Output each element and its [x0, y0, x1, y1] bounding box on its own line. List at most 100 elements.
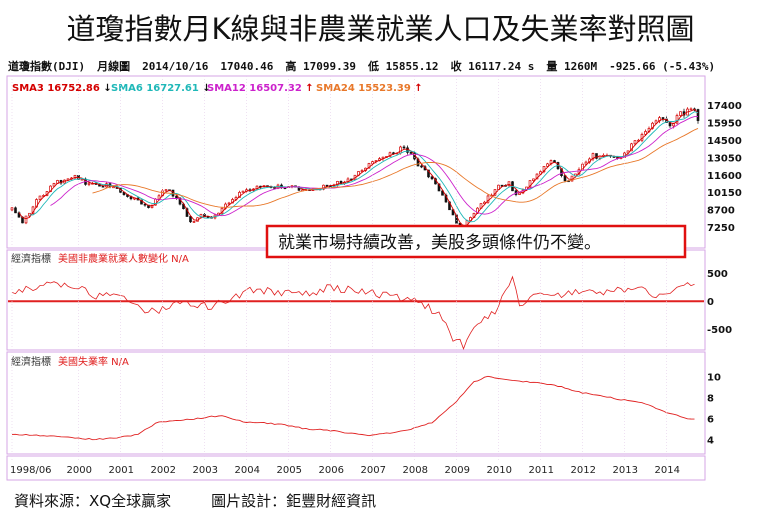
price-y-tick: 15950	[707, 119, 742, 130]
candle	[399, 146, 402, 154]
sma12-line	[50, 116, 698, 217]
x-axis-strip	[6, 455, 706, 481]
candle	[24, 215, 28, 224]
candle	[430, 176, 434, 180]
candle	[591, 153, 595, 160]
sma24-legend: SMA24 15523.39 ↑	[316, 83, 423, 94]
payrolls-series-label: 美國非農業就業人數變化 N/A	[58, 252, 189, 265]
candle	[112, 186, 115, 189]
candle	[584, 161, 588, 165]
candle	[528, 180, 532, 188]
candle	[406, 147, 409, 153]
candle	[143, 203, 147, 206]
sma24-line	[92, 127, 699, 208]
candle	[157, 195, 161, 200]
x-tick-label: 2005	[277, 465, 302, 476]
x-tick-label: 2002	[151, 465, 176, 476]
unemployment-y-tick: 10	[707, 373, 721, 384]
candle	[336, 181, 339, 186]
candle	[38, 195, 42, 200]
price-y-tick: 17400	[707, 101, 742, 112]
candle	[14, 207, 17, 214]
x-tick-label: 2009	[445, 465, 470, 476]
payrolls-y-tick: 500	[707, 269, 728, 280]
candle	[675, 115, 679, 124]
x-tick-label: 2000	[67, 465, 92, 476]
candle	[409, 152, 413, 154]
x-tick-label: 2012	[571, 465, 596, 476]
candle	[507, 181, 511, 187]
close-value: 收 16117.24 s	[450, 60, 535, 73]
payrolls-y-tick: -500	[707, 325, 732, 336]
candle	[679, 111, 682, 116]
x-tick-label: 2006	[319, 465, 344, 476]
date-value: 2014/10/16	[142, 60, 209, 73]
x-tick-label: 2007	[361, 465, 386, 476]
x-tick-label: 2008	[403, 465, 428, 476]
price-panel	[6, 75, 706, 249]
payrolls-panel	[6, 249, 706, 351]
x-tick-label: 2004	[235, 465, 260, 476]
high-value: 高 17099.39	[285, 60, 356, 73]
candle	[325, 184, 329, 187]
candle	[66, 178, 70, 181]
price-y-tick: 14500	[707, 136, 742, 147]
candle	[185, 208, 189, 217]
sma6-legend: SMA6 16727.61 ↓	[111, 83, 211, 94]
candle	[630, 143, 633, 152]
unemployment-y-tick: 6	[707, 415, 714, 426]
annotation-box	[265, 224, 687, 259]
candle	[367, 163, 371, 169]
candle	[80, 178, 84, 181]
candle	[227, 202, 231, 205]
price-y-tick: 11600	[707, 171, 742, 182]
candle	[189, 216, 192, 223]
sma12-legend: SMA12 16507.32 ↑	[207, 83, 314, 94]
sma3-line	[18, 108, 699, 227]
x-tick-label: 1998/06	[10, 465, 52, 476]
unemployment-panel-label: 經濟指標	[11, 355, 51, 368]
price-y-tick: 13050	[707, 153, 742, 164]
candle	[427, 169, 430, 178]
x-tick-label: 2011	[529, 465, 554, 476]
candle	[241, 190, 245, 193]
price-y-tick: 7250	[707, 223, 735, 234]
candle	[238, 191, 241, 198]
footer: 資料來源：XQ全球贏家 圖片設計：鉅豐財經資訊	[14, 490, 416, 511]
chart-title: 道瓊指數月K線與非農業就業人口及失業率對照圖	[66, 12, 695, 46]
unemployment-y-tick: 4	[707, 436, 714, 447]
symbol-label: 道瓊指數(DJI)	[8, 60, 86, 73]
open-value: 17040.46	[220, 60, 274, 73]
candle	[87, 182, 91, 185]
low-value: 低 15855.12	[367, 60, 439, 73]
candle	[360, 170, 364, 172]
period-label: 月線圖	[97, 60, 131, 73]
x-tick-label: 2010	[487, 465, 512, 476]
candle	[388, 152, 392, 157]
x-tick-label: 2014	[655, 465, 680, 476]
candle	[672, 122, 675, 127]
candle	[441, 190, 444, 196]
candle	[402, 146, 406, 149]
candle	[140, 199, 143, 205]
sma3-legend: SMA3 16752.86 ↓	[12, 83, 112, 94]
candle	[175, 195, 178, 199]
candle	[633, 140, 637, 145]
candle	[164, 189, 168, 192]
candle	[542, 166, 546, 172]
unemployment-y-tick: 8	[707, 394, 714, 405]
candle	[101, 185, 105, 188]
design-credit: 圖片設計：鉅豐財經資訊	[211, 492, 377, 510]
payrolls-panel-label: 經濟指標	[11, 252, 51, 265]
candle	[73, 175, 77, 179]
candle	[192, 220, 196, 223]
source-credit: 資料來源：XQ全球贏家	[14, 492, 172, 510]
unemployment-series-label: 美國失業率 N/A	[58, 355, 129, 368]
candle	[500, 184, 504, 187]
candle	[696, 109, 700, 121]
candle	[420, 165, 423, 168]
candle	[532, 178, 535, 181]
payrolls-y-tick: 0	[707, 297, 714, 308]
candle	[644, 131, 647, 135]
